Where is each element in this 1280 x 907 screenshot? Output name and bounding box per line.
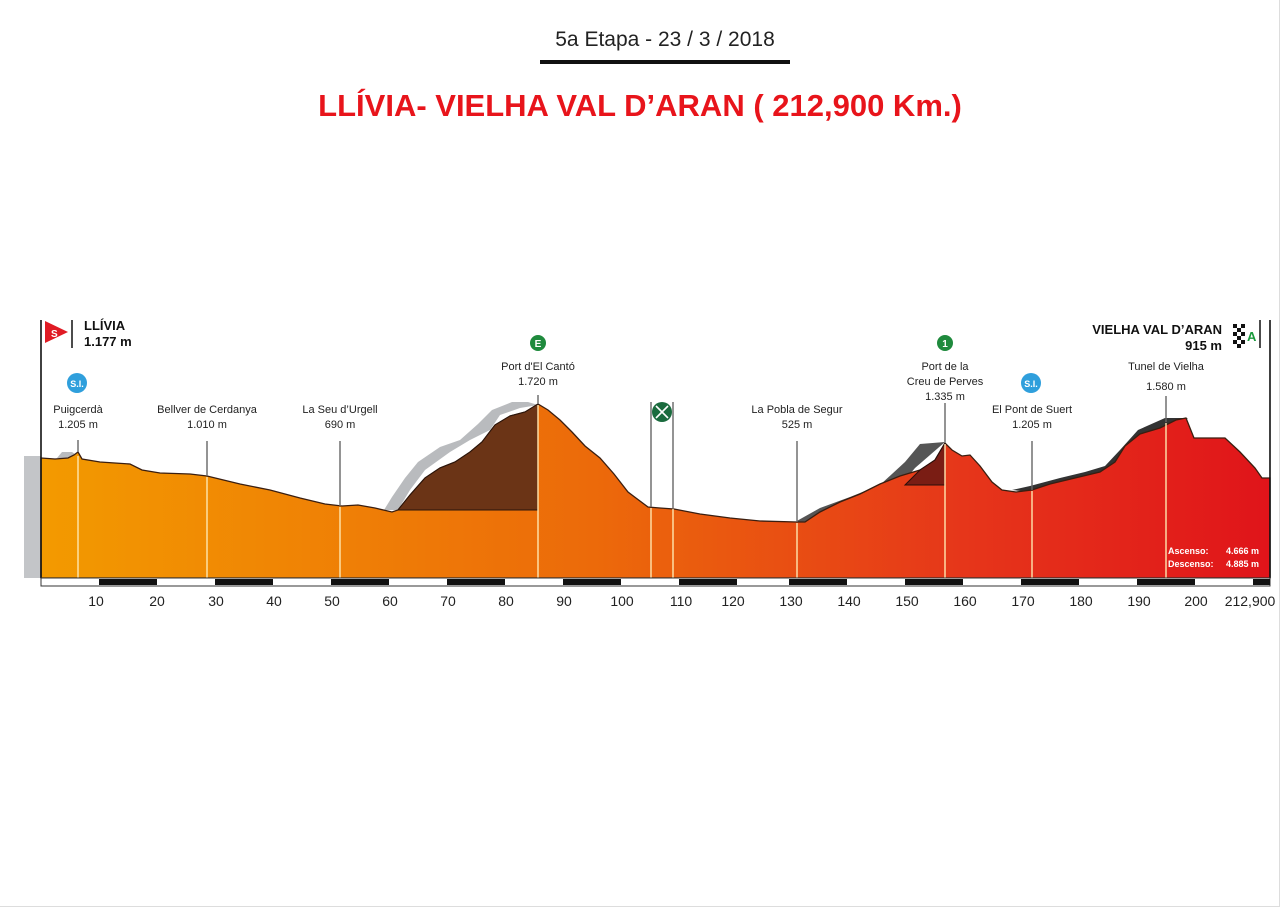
- waypoint-label-puigcerda: Puigcerdà 1.205 m: [53, 403, 103, 433]
- waypoint-name: Puigcerdà: [53, 404, 103, 416]
- finish-altitude: 915 m: [1185, 338, 1222, 353]
- waypoint-name: La Pobla de Segur: [751, 404, 843, 416]
- climb-shadow-canto: [384, 402, 538, 510]
- start-altitude: 1.177 m: [84, 334, 132, 349]
- descent-label: Descenso:: [1168, 559, 1214, 569]
- waypoint-name: La Seu d’Urgell: [302, 404, 378, 416]
- waypoint-name: Bellver de Cerdanya: [157, 404, 257, 416]
- profile-area: [40, 403, 1271, 579]
- sprint-si-icon: S.I.: [67, 373, 87, 393]
- feed-zone-icon: [652, 402, 672, 422]
- waypoint-altitude: 690 m: [324, 419, 356, 431]
- ascent-label: Ascenso:: [1168, 546, 1209, 556]
- subtitle-underline: [540, 60, 790, 64]
- climb-core-perves: [903, 441, 946, 486]
- waypoint-altitude: 1.205 m: [58, 419, 98, 431]
- svg-text:S.I.: S.I.: [1024, 379, 1038, 389]
- waypoint-label-tunel-vielha: Tunel de Vielha 1.580 m: [1128, 360, 1204, 395]
- x-tick: 70: [440, 593, 456, 609]
- svg-text:S: S: [51, 329, 58, 340]
- svg-text:1: 1: [942, 339, 948, 350]
- finish-label: VIELHA VAL D’ARAN 915 m: [1092, 322, 1222, 354]
- climb-shadow-perves: [795, 442, 945, 524]
- waypoint-label-bellver: Bellver de Cerdanya 1.010 m: [157, 403, 257, 433]
- waypoint-altitude: 1.335 m: [925, 391, 965, 403]
- x-tick: 212,900: [1224, 593, 1276, 609]
- svg-text:A: A: [1247, 329, 1257, 344]
- waypoint-name-line2: Creu de Perves: [906, 376, 984, 388]
- waypoint-altitude: 1.580 m: [1146, 381, 1186, 393]
- finish-name: VIELHA VAL D’ARAN: [1092, 322, 1222, 337]
- svg-text:S.I.: S.I.: [70, 379, 84, 389]
- x-tick: 150: [895, 593, 919, 609]
- start-altitude-block: [24, 456, 41, 578]
- waypoint-label-seu-urgell: La Seu d’Urgell 690 m: [302, 403, 377, 433]
- ascent-descent-stats: Ascenso: 4.666 m Descenso: 4.885 m: [1168, 545, 1259, 571]
- waypoint-altitude: 1.720 m: [518, 376, 558, 388]
- sprint-si-icon: S.I.: [1021, 373, 1041, 393]
- x-tick: 60: [382, 593, 398, 609]
- x-tick: 180: [1069, 593, 1093, 609]
- start-name: LLÍVIA: [84, 318, 126, 333]
- climb-category-1-icon: 1: [937, 335, 953, 351]
- climb-category-e-icon: E: [530, 335, 546, 351]
- x-tick: 110: [669, 593, 693, 609]
- x-tick: 100: [610, 593, 634, 609]
- x-tick: 10: [88, 593, 104, 609]
- waypoint-label-creu-perves: Port de la Creu de Perves 1.335 m: [907, 360, 983, 405]
- waypoint-altitude: 1.205 m: [1012, 419, 1052, 431]
- x-tick: 190: [1127, 593, 1151, 609]
- ascent-value: 4.666 m: [1226, 546, 1260, 556]
- waypoint-label-pobla-segur: La Pobla de Segur 525 m: [751, 403, 842, 433]
- start-label: LLÍVIA 1.177 m: [84, 318, 132, 350]
- x-tick: 90: [556, 593, 572, 609]
- x-tick: 200: [1184, 593, 1208, 609]
- stage-title: LLÍVIA- VIELHA VAL D’ARAN ( 212,900 Km.): [318, 88, 962, 123]
- waypoint-name: Port d'El Cantó: [501, 361, 575, 373]
- waypoint-altitude: 1.010 m: [187, 419, 227, 431]
- waypoint-altitude: 525 m: [781, 419, 813, 431]
- x-tick: 40: [266, 593, 282, 609]
- descent-value: 4.885 m: [1226, 559, 1260, 569]
- x-tick: 120: [721, 593, 745, 609]
- x-tick: 140: [837, 593, 861, 609]
- start-flag-icon: S: [45, 321, 68, 343]
- km-scale-bar: [40, 577, 1271, 587]
- waypoint-lines: [77, 395, 1167, 578]
- checkered-flag-icon: A: [1233, 324, 1257, 348]
- stage-subtitle: 5a Etapa - 23 / 3 / 2018: [555, 28, 775, 51]
- x-tick: 160: [953, 593, 977, 609]
- x-tick: 50: [324, 593, 340, 609]
- climb-core-canto: [396, 403, 539, 511]
- x-tick: 30: [208, 593, 224, 609]
- waypoint-label-pont-suert: El Pont de Suert 1.205 m: [992, 403, 1072, 433]
- waypoint-name-line1: Port de la: [921, 361, 969, 373]
- x-tick: 80: [498, 593, 514, 609]
- svg-text:E: E: [535, 339, 542, 350]
- waypoint-name: Tunel de Vielha: [1128, 361, 1204, 373]
- x-tick: 20: [149, 593, 165, 609]
- x-tick: 170: [1011, 593, 1035, 609]
- waypoint-label-port-canto: Port d'El Cantó 1.720 m: [501, 360, 575, 390]
- waypoint-name: El Pont de Suert: [991, 404, 1073, 416]
- x-tick: 130: [779, 593, 803, 609]
